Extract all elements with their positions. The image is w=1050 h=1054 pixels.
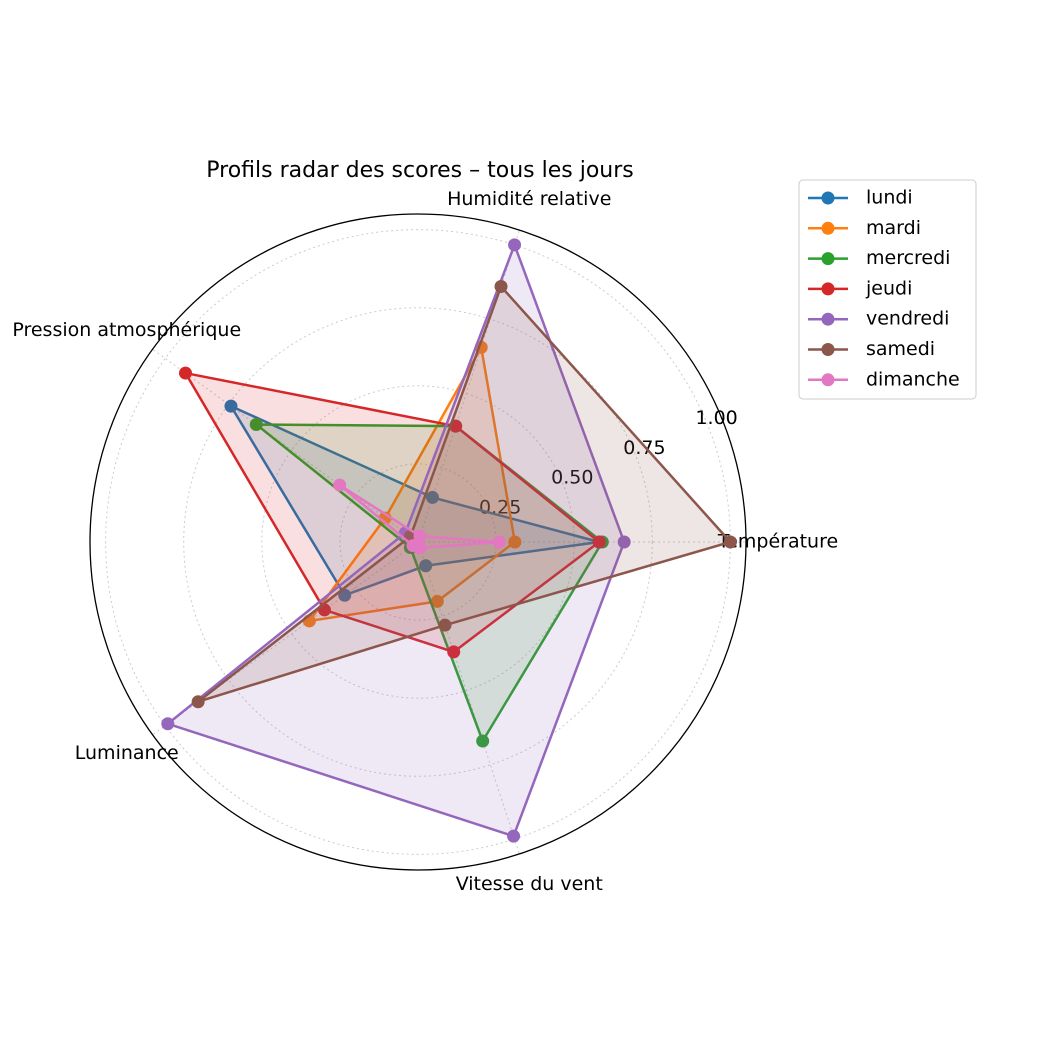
grid-circle: [183, 307, 653, 777]
series-marker: [447, 645, 461, 659]
series-line: [306, 343, 517, 623]
legend-marker: [821, 191, 835, 205]
series-area: [198, 286, 731, 702]
series-marker: [438, 618, 452, 632]
category-label: Pression atmosphérique: [12, 319, 241, 341]
legend-label: dimanche: [866, 368, 960, 390]
r-tick-label: 1.00: [695, 407, 737, 429]
series-line: [338, 484, 500, 550]
legend-marker: [821, 221, 835, 235]
series-marker: [476, 734, 490, 748]
series-marker: [425, 490, 439, 504]
series-marker: [508, 238, 522, 252]
series-marker: [333, 478, 347, 492]
r-tick-label: 0.50: [551, 467, 593, 489]
legend-label: mardi: [866, 217, 921, 239]
series-line: [197, 284, 733, 703]
series-marker: [161, 717, 175, 731]
legend-label: vendredi: [866, 308, 949, 330]
outer-circle: [89, 213, 747, 871]
series-marker: [617, 535, 631, 549]
series-marker: [592, 535, 606, 549]
legend-marker: [821, 312, 835, 326]
series-marker: [492, 535, 506, 549]
series-line: [183, 371, 602, 654]
series-marker: [338, 588, 352, 602]
series-area: [256, 424, 603, 742]
series-marker: [508, 535, 522, 549]
legend-label: samedi: [866, 338, 935, 360]
legend-label: mercredi: [866, 247, 950, 269]
series-line: [165, 241, 626, 838]
series-marker: [249, 417, 263, 431]
series-marker: [178, 366, 192, 380]
legend-marker: [821, 282, 835, 296]
series-marker: [507, 829, 521, 843]
category-label: Vitesse du vent: [456, 873, 603, 895]
series-marker: [191, 695, 205, 709]
legend-marker: [821, 252, 835, 266]
legend-label: jeudi: [865, 277, 912, 299]
series-marker: [430, 594, 444, 608]
series-marker: [413, 541, 427, 555]
series-area: [185, 373, 600, 652]
category-label: Température: [717, 531, 838, 553]
series-marker: [419, 559, 433, 573]
series-line: [227, 403, 600, 597]
legend-marker: [821, 343, 835, 356]
series-marker: [494, 280, 508, 294]
series-marker: [224, 399, 238, 413]
category-label: Luminance: [75, 742, 179, 764]
series-marker: [723, 535, 737, 549]
series-marker: [413, 529, 427, 543]
legend-label: lundi: [866, 187, 913, 209]
legend-marker: [821, 373, 835, 387]
chart-title: Profils radar des scores – tous les jour…: [206, 158, 633, 183]
category-label: Humidité relative: [447, 188, 611, 210]
legend-box: [798, 179, 977, 400]
